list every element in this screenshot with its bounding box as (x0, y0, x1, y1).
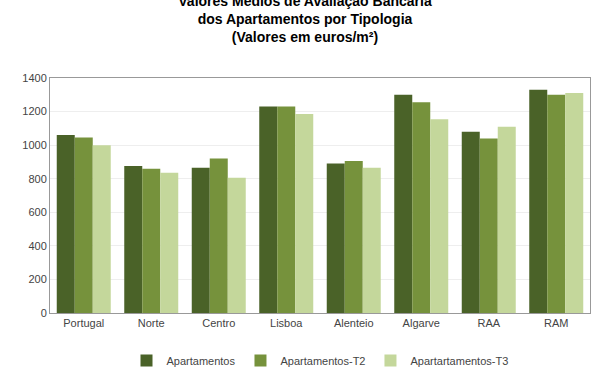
svg-text:400: 400 (28, 240, 46, 252)
svg-text:RAA: RAA (477, 317, 500, 329)
svg-text:600: 600 (28, 206, 46, 218)
svg-text:RAM: RAM (544, 317, 568, 329)
svg-text:Lisboa: Lisboa (270, 317, 303, 329)
svg-text:Valores Médios de Avaliação Ba: Valores Médios de Avaliação Bancáriados … (178, 0, 432, 45)
svg-text:800: 800 (28, 173, 46, 185)
svg-text:Apartamentos-T2: Apartamentos-T2 (280, 355, 365, 367)
svg-text:0: 0 (41, 307, 47, 319)
svg-text:200: 200 (28, 273, 46, 285)
svg-text:Algarve: Algarve (403, 317, 440, 329)
svg-text:Alenteio: Alenteio (334, 317, 374, 329)
svg-text:1000: 1000 (22, 139, 46, 151)
svg-text:1400: 1400 (22, 72, 46, 84)
svg-text:Apartartamentos-T3: Apartartamentos-T3 (410, 355, 508, 367)
svg-text:1200: 1200 (22, 105, 46, 117)
svg-text:Portugal: Portugal (63, 317, 104, 329)
svg-text:Norte: Norte (138, 317, 165, 329)
svg-text:Apartamentos: Apartamentos (167, 355, 236, 367)
svg-text:Centro: Centro (202, 317, 235, 329)
